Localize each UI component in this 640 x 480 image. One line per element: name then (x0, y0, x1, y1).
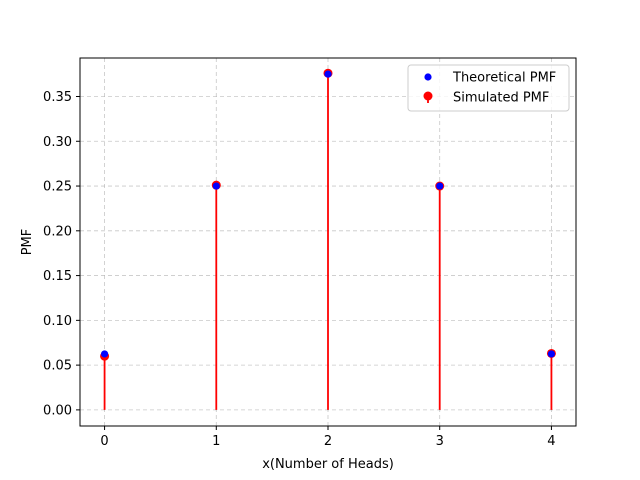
plot-area (100, 68, 556, 410)
theoretical-point (547, 350, 556, 358)
y-tick-label: 0.20 (43, 224, 72, 239)
y-tick-label: 0.15 (43, 269, 72, 284)
y-tick-label: 0.05 (43, 359, 72, 374)
y-tick-label: 0.10 (43, 314, 72, 329)
x-tick-label: 3 (436, 434, 444, 449)
legend-marker-theoretical (424, 73, 432, 81)
theoretical-point (212, 182, 220, 190)
y-tick-label: 0.30 (43, 135, 72, 150)
legend-label-theoretical: Theoretical PMF (452, 71, 556, 86)
x-axis-label: x(Number of Heads) (262, 457, 394, 472)
theoretical-point (436, 182, 444, 190)
y-axis-label: PMF (20, 229, 35, 256)
x-tick-label: 0 (100, 434, 108, 449)
x-tick-label: 2 (324, 434, 332, 449)
axis-ticks: 0 1 2 3 4 0.00 0.05 0.10 0.15 0.20 0.25 0.30 0.35 (43, 90, 556, 449)
y-tick-label: 0.35 (43, 90, 72, 105)
legend-marker-simulated (423, 91, 433, 101)
legend-label-simulated: Simulated PMF (453, 91, 549, 106)
theoretical-point (324, 70, 332, 78)
x-tick-label: 1 (212, 434, 220, 449)
legend: Theoretical PMF Simulated PMF (407, 64, 570, 112)
y-tick-label: 0.00 (43, 403, 72, 418)
y-tick-label: 0.25 (43, 180, 72, 195)
legend-box (407, 64, 570, 112)
x-tick-label: 4 (547, 434, 555, 449)
theoretical-point (100, 350, 109, 358)
